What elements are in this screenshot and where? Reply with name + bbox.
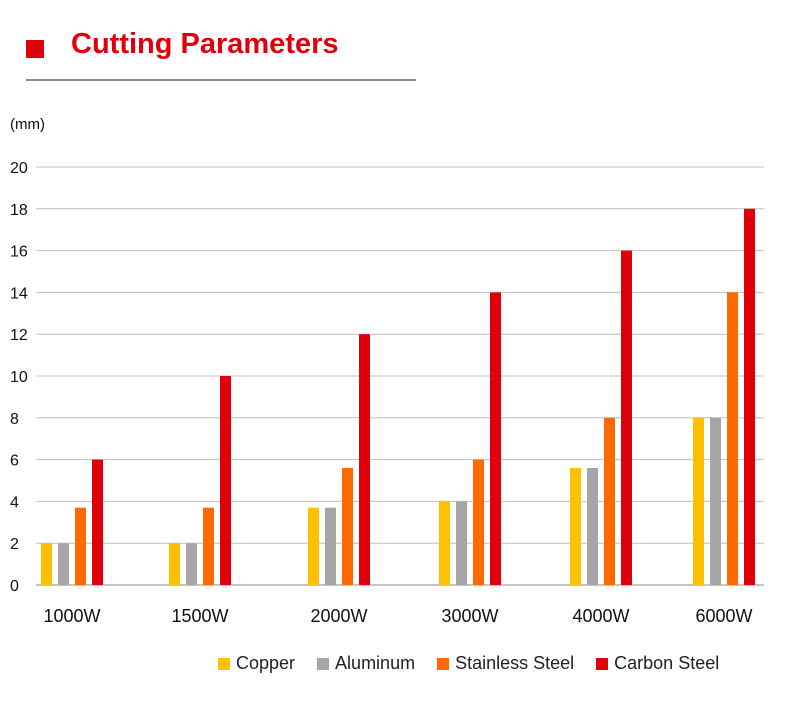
legend: Copper Aluminum Stainless Steel Carbon Stee… xyxy=(218,653,719,674)
legend-swatch-icon xyxy=(596,657,609,670)
title-square-icon xyxy=(26,40,44,58)
legend-item: Stainless Steel xyxy=(437,653,574,674)
legend-label: Aluminum xyxy=(335,653,416,673)
x-tick-label: 1000W xyxy=(43,606,100,626)
x-tick-label: 4000W xyxy=(572,606,629,626)
legend-item: Carbon Steel xyxy=(596,653,719,674)
bar-aluminum xyxy=(456,501,467,585)
y-tick-label: 14 xyxy=(10,285,28,302)
bar-copper xyxy=(169,543,180,585)
legend-swatch-icon xyxy=(218,657,230,670)
legend-label: Copper xyxy=(236,653,296,673)
y-tick-label: 4 xyxy=(10,494,19,511)
bar-aluminum xyxy=(710,417,721,585)
title-divider xyxy=(26,79,416,81)
y-tick-label: 20 xyxy=(10,160,28,177)
legend-label: Stainless Steel xyxy=(455,653,575,673)
bar-carbon-steel xyxy=(621,250,632,585)
bar-aluminum xyxy=(58,543,69,585)
bar-carbon-steel xyxy=(490,292,501,585)
bar-copper xyxy=(693,417,704,585)
bar-aluminum xyxy=(186,543,197,585)
bar-carbon-steel xyxy=(220,376,231,585)
y-tick-label: 12 xyxy=(10,327,28,344)
legend-item: Copper xyxy=(218,653,295,674)
y-tick-label: 16 xyxy=(10,244,28,261)
y-axis-label: (mm) xyxy=(10,116,45,133)
bar-stainless-steel xyxy=(727,292,738,585)
y-tick-label: 18 xyxy=(10,202,28,219)
x-tick-label: 3000W xyxy=(441,606,498,626)
legend-swatch-icon xyxy=(317,657,330,670)
y-tick-label: 6 xyxy=(10,453,19,470)
bar-carbon-steel xyxy=(359,334,370,585)
bar-aluminum xyxy=(587,467,598,585)
bar-copper xyxy=(308,507,319,585)
bar-carbon-steel xyxy=(744,208,755,586)
chart-title: Cutting Parameters xyxy=(71,28,339,60)
legend-swatch-icon xyxy=(437,657,450,670)
bar-stainless-steel xyxy=(342,467,353,585)
bar-stainless-steel xyxy=(203,507,214,585)
bar-copper xyxy=(439,501,450,585)
bar-carbon-steel xyxy=(92,459,103,585)
bar-stainless-steel xyxy=(473,459,484,585)
y-tick-label: 2 xyxy=(10,536,19,553)
bar-copper xyxy=(41,543,52,585)
y-tick-label: 10 xyxy=(10,369,28,386)
bar-copper xyxy=(570,467,581,585)
y-tick-label: 0 xyxy=(10,578,19,595)
x-tick-label: 2000W xyxy=(310,606,367,626)
bar-stainless-steel xyxy=(75,507,86,585)
bar-aluminum xyxy=(325,507,336,585)
legend-item: Aluminum xyxy=(317,653,415,674)
x-tick-label: 1500W xyxy=(171,606,228,626)
y-tick-label: 8 xyxy=(10,411,19,428)
bar-stainless-steel xyxy=(604,417,615,585)
x-tick-label: 6000W xyxy=(695,606,752,626)
legend-label: Carbon Steel xyxy=(614,653,720,673)
